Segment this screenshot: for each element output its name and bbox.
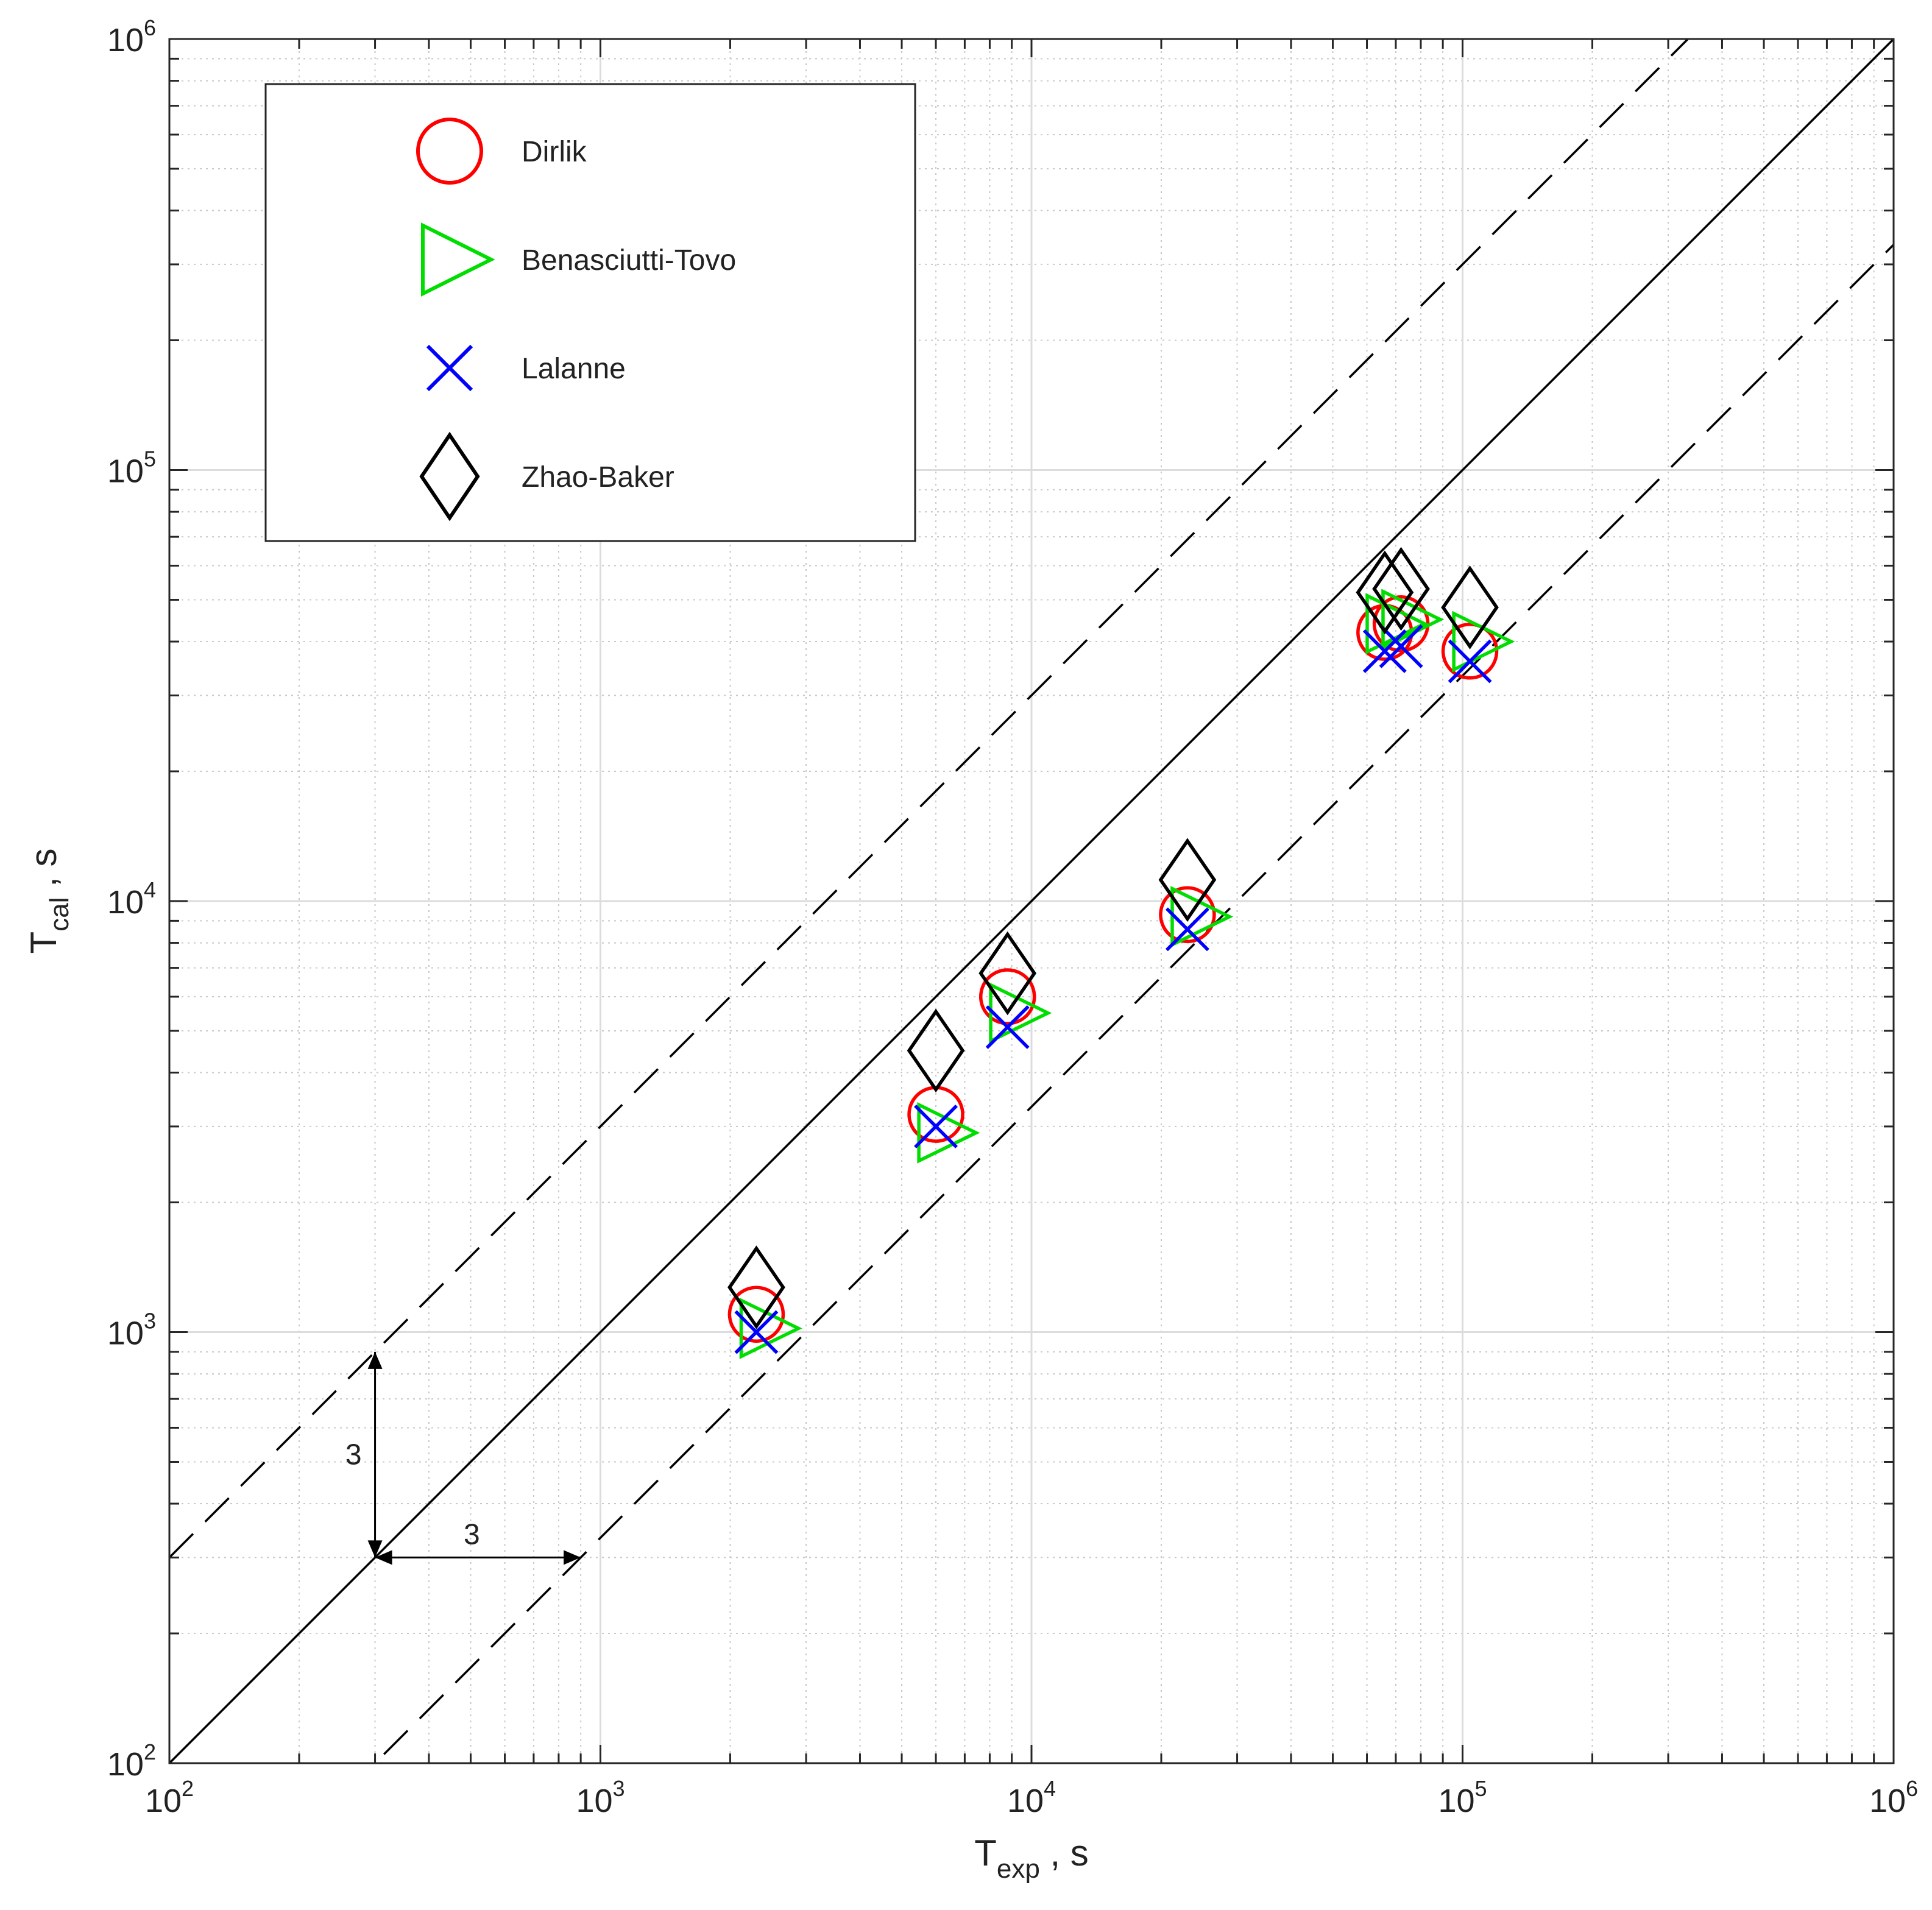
x-axis-title-unit: , s [1040, 1833, 1089, 1873]
x-tick-label-base: 10 [1007, 1783, 1044, 1819]
legend-item-lalanne: Lalanne [426, 344, 626, 392]
data-point [727, 1245, 785, 1329]
data-point [1158, 838, 1217, 922]
y-tick-label-exponent: 3 [144, 1309, 156, 1334]
data-point [985, 1005, 1030, 1049]
y-tick-label-base: 10 [107, 22, 144, 58]
annotation-arrowhead [564, 1550, 581, 1565]
annotation-arrowhead [375, 1550, 392, 1565]
y-tick-label: 102 [107, 1739, 156, 1783]
legend-item-zhao-baker: Zhao-Baker [419, 431, 674, 522]
series-lalanne [734, 624, 1492, 1354]
x-tick-label-exponent: 6 [1906, 1776, 1918, 1801]
x-tick-label-exponent: 3 [613, 1776, 625, 1801]
x-tick-label: 103 [576, 1776, 625, 1819]
data-point-stroke [1379, 624, 1423, 668]
reference-line-upper-factor-3-band [169, 39, 1690, 1558]
y-axis-title-subscript: cal [44, 897, 74, 932]
data-point [989, 982, 1052, 1044]
x-tick-label: 105 [1438, 1776, 1487, 1819]
data-point [727, 1286, 785, 1343]
x-tick-label-base: 10 [1438, 1783, 1474, 1819]
annotation-arrowhead [367, 1540, 383, 1558]
legend-label: Zhao-Baker [522, 461, 674, 493]
axes-layer [168, 38, 1895, 1764]
legend-marker-diamond [419, 431, 480, 522]
x-tick-label: 104 [1007, 1776, 1056, 1819]
data-point [1441, 565, 1499, 649]
data-point [978, 968, 1036, 1025]
data-point [917, 1102, 980, 1164]
x-tick-label-base: 10 [576, 1783, 612, 1819]
x-tick-label-base: 10 [145, 1783, 182, 1819]
y-tick-label-base: 10 [107, 1746, 144, 1783]
data-point-stroke [1448, 639, 1492, 684]
data-point-stroke [734, 1310, 779, 1354]
data-point [1170, 886, 1234, 948]
y-tick-label-exponent: 6 [144, 15, 156, 40]
x-tick-label: 106 [1869, 1776, 1918, 1819]
legend-marker-circle [416, 118, 483, 185]
y-tick-label: 104 [107, 877, 156, 921]
legend: Dirlik Benasciutti-Tovo Lalanne Zhao-Baker [264, 83, 916, 542]
y-axis-title: Tcal , s [23, 849, 74, 954]
data-point [1362, 629, 1407, 673]
data-point [914, 1104, 958, 1148]
x-tick-label-base: 10 [1869, 1783, 1906, 1819]
data-point [1441, 623, 1499, 680]
annotation-layer: 33 [345, 1351, 581, 1565]
data-point [1165, 907, 1209, 952]
legend-item-benasciutti-tovo: Benasciutti-Tovo [421, 222, 736, 297]
data-point [978, 931, 1037, 1016]
data-point [1356, 550, 1414, 635]
annotation-arrowhead [367, 1351, 383, 1369]
y-tick-label-base: 10 [107, 884, 144, 921]
legend-marker-triangle-right [421, 222, 495, 297]
data-point [1159, 886, 1216, 944]
data-point-stroke [1362, 629, 1407, 673]
data-point [734, 1310, 779, 1354]
data-point-stroke [985, 1005, 1030, 1049]
data-point [907, 1008, 965, 1093]
data-point [1372, 546, 1430, 631]
y-tick-label-exponent: 4 [144, 877, 156, 902]
data-point [1379, 624, 1423, 668]
reference-line-perfect-agreement [169, 39, 1894, 1763]
marker-layer [727, 546, 1515, 1359]
y-tick-label: 105 [107, 447, 156, 490]
y-tick-label-exponent: 2 [144, 1739, 156, 1764]
legend-label: Lalanne [522, 353, 626, 385]
data-point [1448, 639, 1492, 684]
x-tick-label-exponent: 4 [1044, 1776, 1056, 1801]
reference-lines [169, 39, 1894, 1763]
legend-marker-cross [426, 344, 473, 392]
y-axis-title-unit: , s [23, 849, 64, 897]
y-tick-label-base: 10 [107, 1315, 144, 1352]
x-tick-label: 102 [145, 1776, 194, 1819]
y-tick-label-base: 10 [107, 453, 144, 490]
x-axis-title-main: T [974, 1833, 997, 1873]
reference-line-lower-factor-3-band [373, 244, 1894, 1763]
x-tick-label-exponent: 5 [1475, 1776, 1487, 1801]
legend-marker-cross-stroke [426, 344, 473, 392]
data-point-stroke [1165, 907, 1209, 952]
annotation-label: 3 [345, 1439, 362, 1471]
data-point [739, 1298, 802, 1359]
legend-label: Benasciutti-Tovo [522, 244, 736, 277]
x-axis-title: Texp , s [974, 1833, 1089, 1884]
legend-label: Dirlik [522, 136, 587, 168]
legend-box [264, 83, 916, 542]
legend-item-dirlik: Dirlik [416, 118, 587, 185]
y-axis-title-main: T [23, 932, 64, 954]
x-axis-title-subscript: exp [997, 1854, 1040, 1884]
y-tick-label: 106 [107, 15, 156, 58]
y-tick-label-exponent: 5 [144, 447, 156, 472]
series-zhao-baker [727, 546, 1499, 1329]
y-tick-label: 103 [107, 1309, 156, 1352]
data-point-stroke [914, 1104, 958, 1148]
annotation-label: 3 [464, 1518, 480, 1551]
x-tick-label-exponent: 2 [182, 1776, 194, 1801]
